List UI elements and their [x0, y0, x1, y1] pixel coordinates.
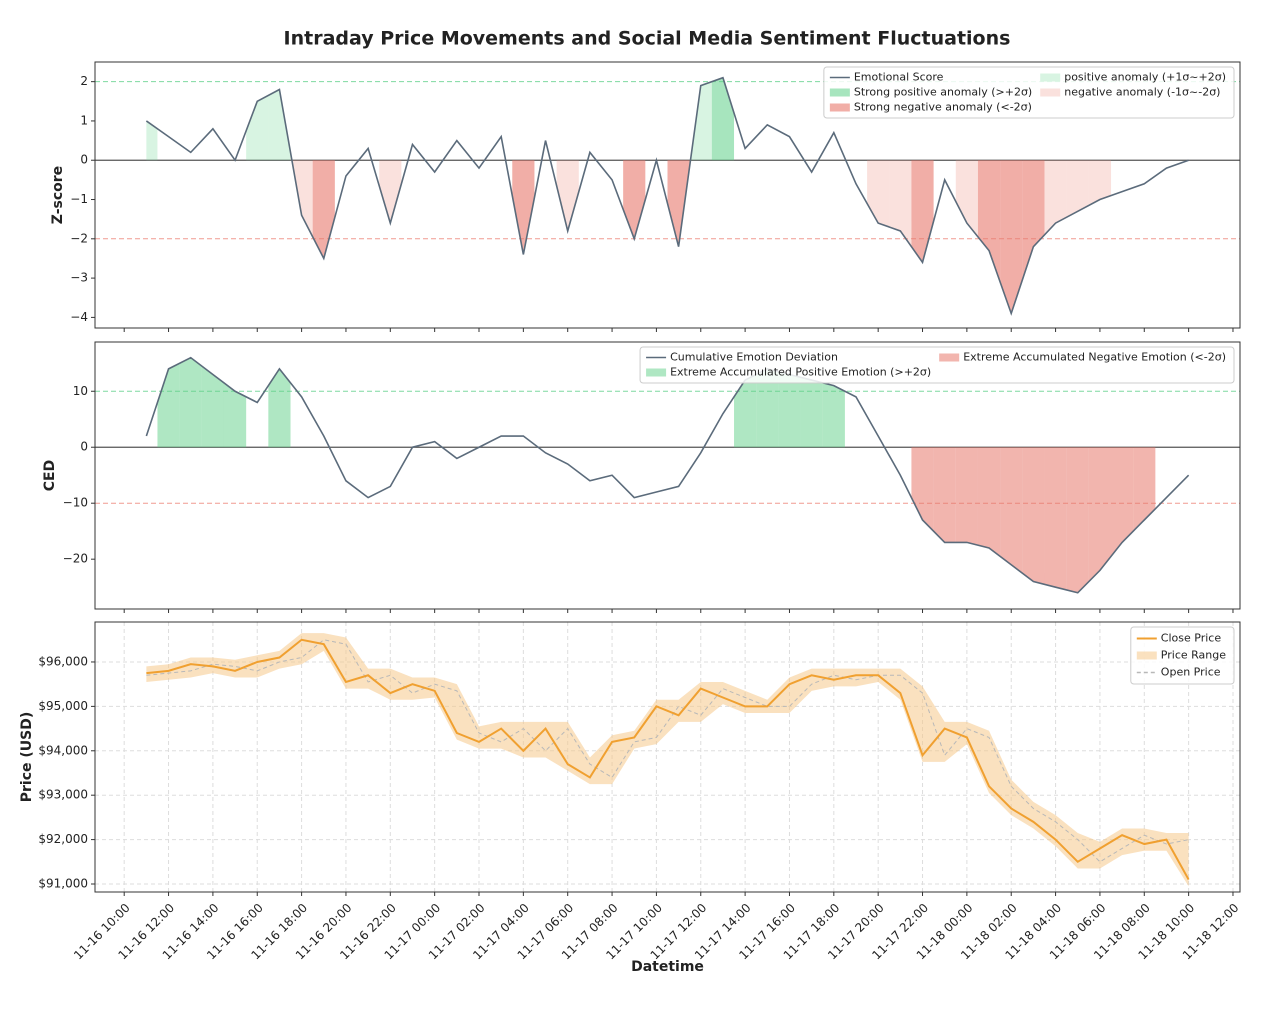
anomaly-fill — [1044, 447, 1067, 590]
plot-frame — [94, 61, 1241, 329]
legend-label: Extreme Accumulated Positive Emotion (>+… — [670, 366, 931, 379]
anomaly-fill — [867, 160, 890, 228]
legend-label: Emotional Score — [854, 71, 944, 84]
price-range — [146, 633, 1189, 887]
line — [145, 76, 1189, 316]
y-tick-label: −2 — [70, 231, 88, 245]
anomaly-fill — [1088, 160, 1112, 206]
plot-frame — [94, 621, 1241, 893]
anomaly-fill — [955, 160, 978, 237]
anomaly-fill — [711, 77, 735, 161]
anomaly-fill — [246, 95, 269, 161]
y-tick-label: 1 — [80, 113, 88, 127]
anomaly-fill — [1000, 447, 1023, 574]
legend-frame — [639, 346, 1235, 384]
y-tick-label: −20 — [63, 552, 88, 566]
anomaly-fill — [223, 382, 247, 448]
anomaly-fill — [911, 447, 934, 532]
y-axis-label: Price (USD) — [19, 712, 35, 803]
legend: Close Price Price Range Open Price — [1130, 626, 1235, 685]
anomaly-fill — [778, 371, 801, 448]
anomaly-fill — [556, 160, 579, 231]
y-tick-label: 2 — [80, 74, 88, 88]
anomaly-fill — [146, 120, 158, 161]
anomaly-fill — [689, 81, 712, 167]
y-tick-label: −10 — [63, 496, 88, 510]
anomaly-fill — [889, 160, 912, 247]
anomaly-fill — [1066, 160, 1089, 218]
legend-label: Strong negative anomaly (<-2σ) — [854, 101, 1032, 114]
legend: Cumulative Emotion Deviation Extreme Accu… — [639, 346, 1235, 384]
anomaly-fill — [800, 377, 823, 448]
anomaly-fill — [977, 160, 1001, 283]
y-tick-label: −4 — [70, 310, 88, 324]
close-line — [146, 638, 1190, 881]
anomaly-fill — [756, 368, 779, 448]
anomaly-fill — [623, 160, 646, 239]
legend-frame — [1130, 626, 1235, 685]
legend-label: Strong positive anomaly (>+2σ) — [854, 86, 1032, 99]
legend-label: Cumulative Emotion Deviation — [670, 351, 838, 364]
anomaly-fill — [1022, 160, 1045, 281]
anomaly-fill — [312, 160, 335, 259]
anomaly-fill — [290, 152, 313, 237]
anomaly-fill — [1133, 447, 1156, 532]
y-tick-label: −1 — [70, 192, 88, 206]
chart-title: Intraday Price Movements and Social Medi… — [284, 28, 1011, 50]
anomaly-fill — [1044, 160, 1067, 235]
legend-swatch — [939, 353, 960, 362]
y-axis-label: CED — [42, 460, 58, 491]
legend-label: Price Range — [1161, 649, 1226, 662]
y-tick-label: $93,000 — [38, 788, 88, 802]
y-axis-label: Z-score — [50, 166, 66, 224]
anomaly-fill — [157, 363, 180, 448]
anomaly-fill — [379, 160, 402, 224]
anomaly-fill — [911, 160, 934, 263]
legend-swatch — [829, 103, 850, 112]
y-tick-label: $91,000 — [38, 877, 88, 891]
legend-label: Close Price — [1161, 632, 1222, 645]
legend-swatch — [646, 368, 667, 377]
open-line — [146, 639, 1189, 863]
x-axis-label: Datetime — [631, 959, 704, 975]
legend-label: Extreme Accumulated Negative Emotion (<-… — [963, 351, 1226, 364]
anomaly-fill — [955, 447, 978, 546]
anomaly-fill — [268, 89, 291, 161]
anomaly-fill — [1088, 447, 1112, 582]
anomaly-fill — [734, 374, 757, 448]
legend-swatch — [1040, 73, 1061, 82]
y-tick-label: $92,000 — [38, 832, 88, 846]
anomaly-fill — [512, 160, 535, 255]
y-tick-label: 0 — [80, 153, 88, 167]
legend-label: negative anomaly (-1σ~-2σ) — [1064, 86, 1220, 99]
y-tick-label: $94,000 — [38, 743, 88, 757]
anomaly-fill — [822, 382, 845, 448]
anomaly-fill — [268, 368, 291, 448]
anomaly-fill — [1000, 160, 1023, 314]
legend-swatch — [1136, 651, 1157, 660]
legend-frame — [823, 66, 1235, 119]
legend-label: Open Price — [1161, 666, 1221, 679]
anomaly-fill — [179, 357, 202, 448]
line — [145, 356, 1190, 594]
anomaly-fill — [667, 160, 690, 247]
legend-swatch — [1040, 88, 1061, 97]
legend-swatch — [829, 88, 850, 97]
anomaly-fill — [933, 447, 956, 543]
y-tick-label: 10 — [73, 384, 88, 398]
anomaly-fill — [1022, 447, 1045, 585]
legend-label: positive anomaly (+1σ~+2σ) — [1064, 71, 1226, 84]
y-tick-label: $95,000 — [38, 699, 88, 713]
anomaly-fill — [977, 447, 1001, 557]
anomaly-fill — [201, 366, 224, 448]
y-tick-label: −3 — [70, 271, 88, 285]
anomaly-fill — [1111, 447, 1134, 557]
y-tick-label: $96,000 — [38, 654, 88, 668]
legend: Emotional Score Strong positive anomaly (… — [823, 66, 1235, 119]
y-tick-label: 0 — [80, 440, 88, 454]
anomaly-fill — [1066, 447, 1089, 593]
plot-frame — [94, 341, 1241, 610]
